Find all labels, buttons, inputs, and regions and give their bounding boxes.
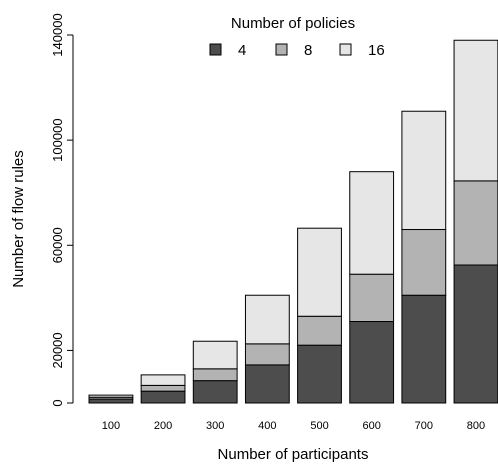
x-tick-label: 100	[102, 420, 120, 432]
x-tick-label: 600	[362, 420, 380, 432]
bar-segment-4-800	[453, 264, 498, 404]
bar-segment-4-100	[88, 398, 134, 404]
bar-segment-4-600	[349, 321, 395, 404]
x-tick-label: 800	[467, 420, 485, 432]
bars-layer	[88, 39, 498, 404]
y-tick-label: 0	[50, 399, 65, 406]
bar-segment-16-200	[140, 374, 186, 386]
bar-segment-16-500	[297, 227, 342, 317]
legend-swatch-4	[209, 43, 222, 56]
legend-swatch-16	[339, 43, 352, 56]
bar-segment-16-100	[88, 394, 134, 398]
legend-swatch-8	[275, 43, 288, 56]
bar-segment-16-400	[244, 294, 290, 345]
bar-segment-16-600	[349, 171, 395, 275]
bar-segment-4-300	[192, 380, 238, 404]
bar-segment-4-200	[140, 390, 186, 404]
y-tick-label: 60000	[50, 227, 65, 263]
bar-segment-4-500	[297, 344, 342, 404]
legend-items: 4 8 16	[209, 42, 385, 59]
bar-segment-8-700	[401, 229, 447, 296]
bar-segment-16-300	[192, 340, 238, 370]
legend-label-4: 4	[238, 42, 246, 59]
bar-segment-16-800	[453, 39, 498, 182]
bar-segment-8-600	[349, 273, 395, 323]
bar-segment-4-700	[401, 294, 447, 404]
bar-segment-4-400	[244, 364, 290, 404]
x-tick-label: 200	[154, 420, 172, 432]
bar-segment-8-200	[140, 384, 186, 392]
legend-label-8: 8	[304, 42, 312, 59]
x-tick-label: 400	[258, 420, 276, 432]
x-tick-label: 300	[206, 420, 224, 432]
y-tick-label: 20000	[50, 332, 65, 368]
legend-label-16: 16	[368, 42, 385, 59]
x-tick-label: 700	[415, 420, 433, 432]
y-tick-label: 140000	[50, 13, 65, 56]
legend-title: Number of policies	[231, 15, 355, 32]
x-tick-label: 500	[310, 420, 328, 432]
x-tick-labels: 100 200 300 400 500 600 700 800	[102, 420, 485, 432]
bar-segment-8-500	[297, 315, 342, 346]
x-axis-title: Number of participants	[218, 446, 369, 463]
bar-segment-8-800	[453, 180, 498, 266]
bar-segment-8-300	[192, 368, 238, 382]
y-axis: 0 20000 60000 100000 140000	[50, 13, 74, 407]
y-tick-label: 100000	[50, 118, 65, 161]
legend: Number of policies 4 8 16	[209, 15, 385, 59]
bar-segment-8-400	[244, 343, 290, 366]
y-axis-title: Number of flow rules	[10, 150, 27, 288]
bar-segment-16-700	[401, 110, 447, 231]
